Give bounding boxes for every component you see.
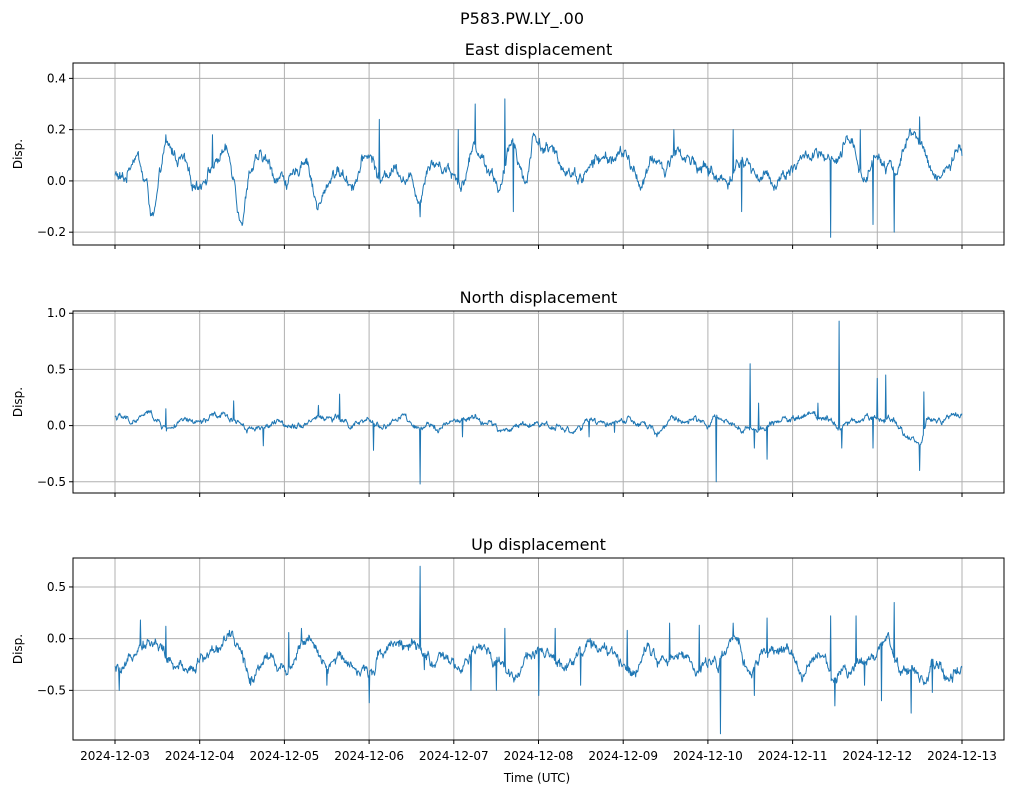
x-axis-label: Time (UTC)	[503, 771, 570, 785]
x-tick-label: 2024-12-12	[842, 749, 912, 763]
panel-title: North displacement	[460, 288, 618, 307]
y-axis-label: Disp.	[11, 634, 25, 664]
x-tick-label: 2024-12-09	[588, 749, 658, 763]
y-tick-label: 0.0	[47, 174, 66, 188]
y-tick-label: −0.2	[37, 225, 66, 239]
x-tick-label: 2024-12-11	[758, 749, 828, 763]
x-tick-label: 2024-12-10	[673, 749, 743, 763]
x-tick-label: 2024-12-08	[504, 749, 574, 763]
y-tick-label: 0.0	[47, 632, 66, 646]
x-tick-label: 2024-12-03	[80, 749, 150, 763]
y-tick-label: 0.4	[47, 71, 66, 85]
panel-title: Up displacement	[471, 535, 606, 554]
panel-title: East displacement	[465, 40, 612, 59]
x-tick-label: 2024-12-06	[334, 749, 404, 763]
x-tick-label: 2024-12-05	[250, 749, 320, 763]
axes-frame	[72, 310, 1005, 494]
y-tick-label: −0.5	[37, 475, 66, 489]
series-line	[114, 565, 963, 735]
axes-frame	[72, 557, 1005, 741]
figure-suptitle: P583.PW.LY_.00	[460, 9, 584, 29]
series-line	[114, 320, 963, 485]
north-displacement-panel: −0.5 0.0 0.5 1.0 North displacement Disp.	[11, 288, 1005, 497]
y-tick-label: 0.5	[47, 580, 66, 594]
y-axis-label: Disp.	[11, 139, 25, 169]
east-displacement-panel: −0.2 0.0 0.2 0.4 East displacement Disp.	[11, 40, 1005, 249]
y-tick-label: −0.5	[37, 683, 66, 697]
y-axis-label: Disp.	[11, 387, 25, 417]
x-tick-label: 2024-12-04	[165, 749, 235, 763]
y-tick-label: 1.0	[47, 306, 66, 320]
series-line	[114, 98, 963, 238]
y-tick-label: 0.0	[47, 419, 66, 433]
axes-frame	[72, 62, 1005, 246]
y-tick-label: 0.2	[47, 123, 66, 137]
x-tick-label: 2024-12-13	[927, 749, 997, 763]
up-displacement-panel: 2024-12-03 2024-12-04 2024-12-05 2024-12-06…	[11, 535, 1005, 763]
x-tick-label: 2024-12-07	[419, 749, 489, 763]
y-tick-label: 0.5	[47, 362, 66, 376]
